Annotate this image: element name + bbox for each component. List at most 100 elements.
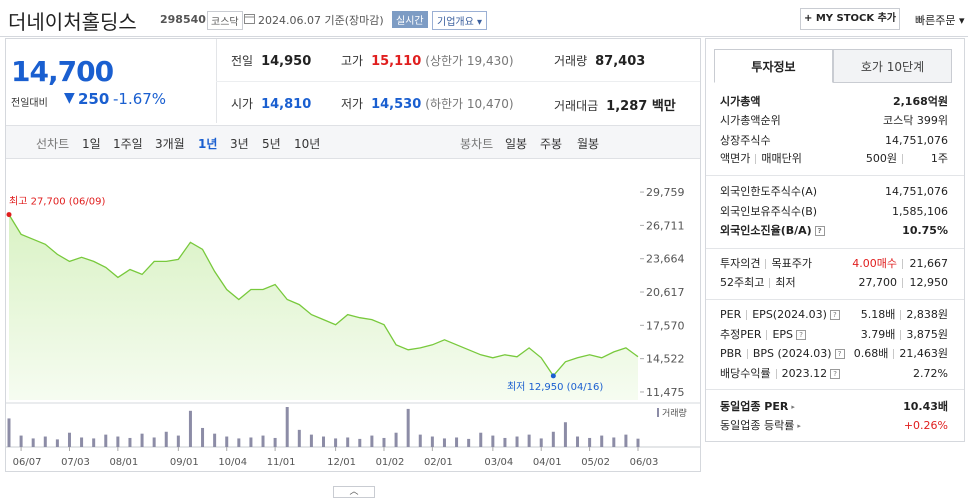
volume-bar <box>624 434 628 447</box>
section-divider <box>706 248 964 249</box>
overview-button[interactable]: 기업개요 ▾ <box>432 11 488 30</box>
y-tick-label: 20,617 <box>646 286 685 299</box>
volume-bar <box>551 431 555 447</box>
value-part: 21,463원 <box>899 347 948 360</box>
stat: 전일 14,950 <box>231 52 311 69</box>
x-tick-label: 12/01 <box>327 457 356 468</box>
x-tick-label: 08/01 <box>109 457 138 468</box>
period-tab[interactable]: 10년 <box>294 137 321 151</box>
period-tab[interactable]: 1주일 <box>113 137 143 151</box>
info-label: 투자의견 목표주가 <box>720 255 812 273</box>
mystock-button[interactable]: + MY STOCK 추가 <box>800 8 900 30</box>
info-row: 외국인한도주식수(A) 14,751,076 <box>720 183 948 201</box>
volume-bar <box>370 435 374 447</box>
label-part: 시가총액 <box>720 95 761 108</box>
volume-bar <box>19 435 23 447</box>
side-tab[interactable]: 호가 10단계 <box>833 49 952 83</box>
label-part: 2023.12 <box>781 367 828 380</box>
volume-bar <box>406 408 410 447</box>
period-tab[interactable]: 1년 <box>198 137 218 151</box>
stat: 고가 15,110 (상한가 19,430) <box>341 52 514 69</box>
info-label: 동일업종 PER ▸ <box>720 398 795 416</box>
value-part: 10.43배 <box>903 400 948 413</box>
info-label: 액면가 매매단위 <box>720 150 802 168</box>
help-icon: ? <box>830 369 841 379</box>
info-row: 외국인소진율(B/A)? 10.75% <box>720 222 948 240</box>
volume-bar <box>285 407 289 447</box>
label-part: EPS(2024.03) <box>752 308 827 321</box>
volume-bar <box>261 435 265 447</box>
stat-value: 1,287 백만 <box>606 99 676 114</box>
value-part: 5.18배 <box>860 308 896 321</box>
volume-bar <box>188 410 192 447</box>
info-value: 500원 1주 <box>866 150 948 168</box>
value-part: 3,875원 <box>906 328 948 341</box>
label-part: EPS <box>772 328 794 341</box>
volume-bar <box>237 438 241 447</box>
change-label: 전일대비 <box>11 98 48 109</box>
volume-bar <box>334 438 338 447</box>
overview-label: 기업개요 <box>437 17 474 28</box>
value-part: 500원 <box>865 152 897 165</box>
y-tick-label: 17,570 <box>646 319 685 332</box>
high-marker <box>6 212 12 218</box>
period-tab[interactable]: 월봉 <box>577 137 600 151</box>
volume-bar <box>588 437 592 447</box>
info-value: 14,751,076 <box>885 132 948 150</box>
volume-bar <box>503 437 507 447</box>
price-line <box>8 214 639 377</box>
value-part: 14,751,076 <box>885 134 948 147</box>
x-tick-label: 06/07 <box>13 457 42 468</box>
x-tick-label: 06/03 <box>630 457 659 468</box>
header: 더네이처홀딩스 298540 코스닥 2024.06.07 기준(장마감) 실시… <box>0 0 968 37</box>
info-value: 27,700 12,950 <box>859 274 949 292</box>
side-tab[interactable]: 투자정보 <box>714 49 833 83</box>
period-tab[interactable]: 3년 <box>230 137 249 151</box>
value-part: 1,585,106 <box>892 205 948 218</box>
volume-bar <box>418 434 422 447</box>
x-tick-label: 10/04 <box>218 457 247 468</box>
period-tab[interactable]: 주봉 <box>540 137 563 151</box>
value-part: 14,751,076 <box>885 185 948 198</box>
value-part: 27,700 <box>858 276 898 289</box>
separator <box>766 330 768 340</box>
info-row: 추정PER EPS? 3.79배 3,875원 <box>720 326 948 344</box>
volume-bar <box>201 427 205 447</box>
volume-bar <box>612 437 616 447</box>
volume-bar <box>225 436 229 447</box>
x-tick-label: 05/02 <box>581 457 610 468</box>
volume-bar <box>297 429 301 447</box>
info-row: 시가총액 2,168억원 <box>720 93 948 111</box>
period-tab[interactable]: 5년 <box>262 137 281 151</box>
x-tick-label: 04/01 <box>533 457 562 468</box>
period-tab[interactable]: 1일 <box>82 137 101 151</box>
section-divider <box>706 175 964 176</box>
period-tab[interactable]: 일봉 <box>505 137 528 151</box>
info-label: 추정PER EPS? <box>720 326 807 344</box>
label-part: 액면가 <box>720 152 751 165</box>
info-row: 액면가 매매단위 500원 1주 <box>720 150 948 168</box>
label-part: 매매단위 <box>761 152 802 165</box>
volume-bar <box>527 434 531 447</box>
info-label: 외국인한도주식수(A) <box>720 183 817 201</box>
separator <box>775 369 777 379</box>
volume-bar <box>213 433 217 447</box>
change: 250 <box>78 90 110 108</box>
y-tick-label: 11,475 <box>646 386 685 399</box>
collapse-toggle[interactable]: ︿ <box>333 486 375 498</box>
label-part: 최저 <box>775 276 796 289</box>
change-pct: -1.67% <box>113 90 167 108</box>
quick-order[interactable]: 빠른주문 ▾ <box>915 14 965 27</box>
volume-bar <box>539 438 543 447</box>
label-part: 목표주가 <box>771 257 812 270</box>
area-fill <box>9 214 638 400</box>
stat-label: 저가 <box>341 97 364 111</box>
volume-bar <box>309 434 313 447</box>
period-tab[interactable]: 3개월 <box>155 137 185 151</box>
tab-group-label: 봉차트 <box>460 137 494 151</box>
y-tick-label: 14,522 <box>646 353 685 366</box>
volume-bar <box>273 437 277 447</box>
info-value: 0.68배 21,463원 <box>854 345 948 363</box>
value-part: 21,667 <box>909 257 949 270</box>
